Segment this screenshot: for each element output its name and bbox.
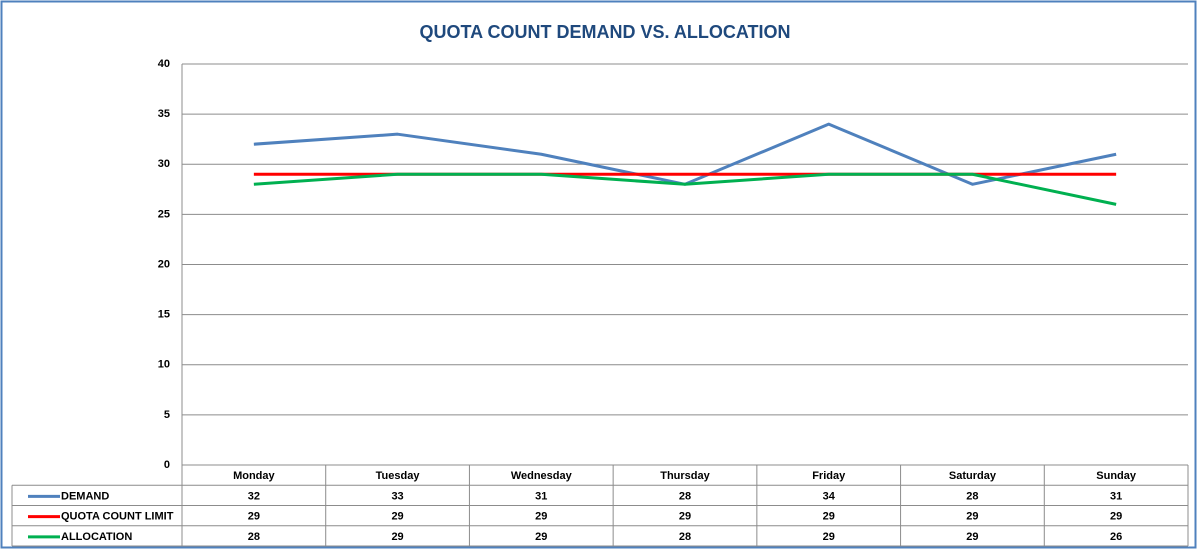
x-tick-label: Tuesday bbox=[376, 470, 421, 482]
table-value: 29 bbox=[966, 531, 978, 543]
y-tick-label: 40 bbox=[158, 58, 170, 70]
y-tick-label: 20 bbox=[158, 258, 170, 270]
y-tick-label: 10 bbox=[158, 359, 170, 371]
table-value: 28 bbox=[966, 490, 978, 502]
table-value: 28 bbox=[679, 490, 691, 502]
legend-label: QUOTA COUNT LIMIT bbox=[61, 511, 174, 523]
x-tick-label: Monday bbox=[233, 470, 275, 482]
series-line bbox=[253, 172, 1117, 206]
table-value: 29 bbox=[248, 511, 260, 523]
y-tick-label: 30 bbox=[158, 158, 170, 170]
x-tick-label: Saturday bbox=[949, 470, 997, 482]
table-value: 29 bbox=[679, 511, 691, 523]
x-tick-label: Wednesday bbox=[511, 470, 573, 482]
y-tick-label: 25 bbox=[158, 208, 170, 220]
table-value: 29 bbox=[535, 511, 547, 523]
x-tick-label: Friday bbox=[812, 470, 846, 482]
table-value: 29 bbox=[391, 511, 403, 523]
table-value: 32 bbox=[248, 490, 260, 502]
chart-title: QUOTA COUNT DEMAND VS. ALLOCATION bbox=[420, 22, 791, 42]
y-tick-label: 5 bbox=[164, 409, 170, 421]
table-value: 29 bbox=[823, 531, 835, 543]
table-value: 29 bbox=[1110, 511, 1122, 523]
x-tick-label: Sunday bbox=[1096, 470, 1137, 482]
legend-label: DEMAND bbox=[61, 490, 109, 502]
table-value: 26 bbox=[1110, 531, 1122, 543]
table-value: 28 bbox=[248, 531, 260, 543]
table-value: 28 bbox=[679, 531, 691, 543]
table-value: 29 bbox=[535, 531, 547, 543]
table-value: 34 bbox=[823, 490, 836, 502]
y-tick-label: 0 bbox=[164, 459, 170, 471]
table-value: 29 bbox=[823, 511, 835, 523]
table-value: 31 bbox=[1110, 490, 1122, 502]
x-tick-label: Thursday bbox=[660, 470, 710, 482]
legend-label: ALLOCATION bbox=[61, 531, 132, 543]
y-tick-label: 35 bbox=[158, 108, 170, 120]
y-tick-label: 15 bbox=[158, 309, 170, 321]
table-value: 29 bbox=[391, 531, 403, 543]
table-value: 31 bbox=[535, 490, 547, 502]
table-value: 33 bbox=[391, 490, 403, 502]
table-value: 29 bbox=[966, 511, 978, 523]
